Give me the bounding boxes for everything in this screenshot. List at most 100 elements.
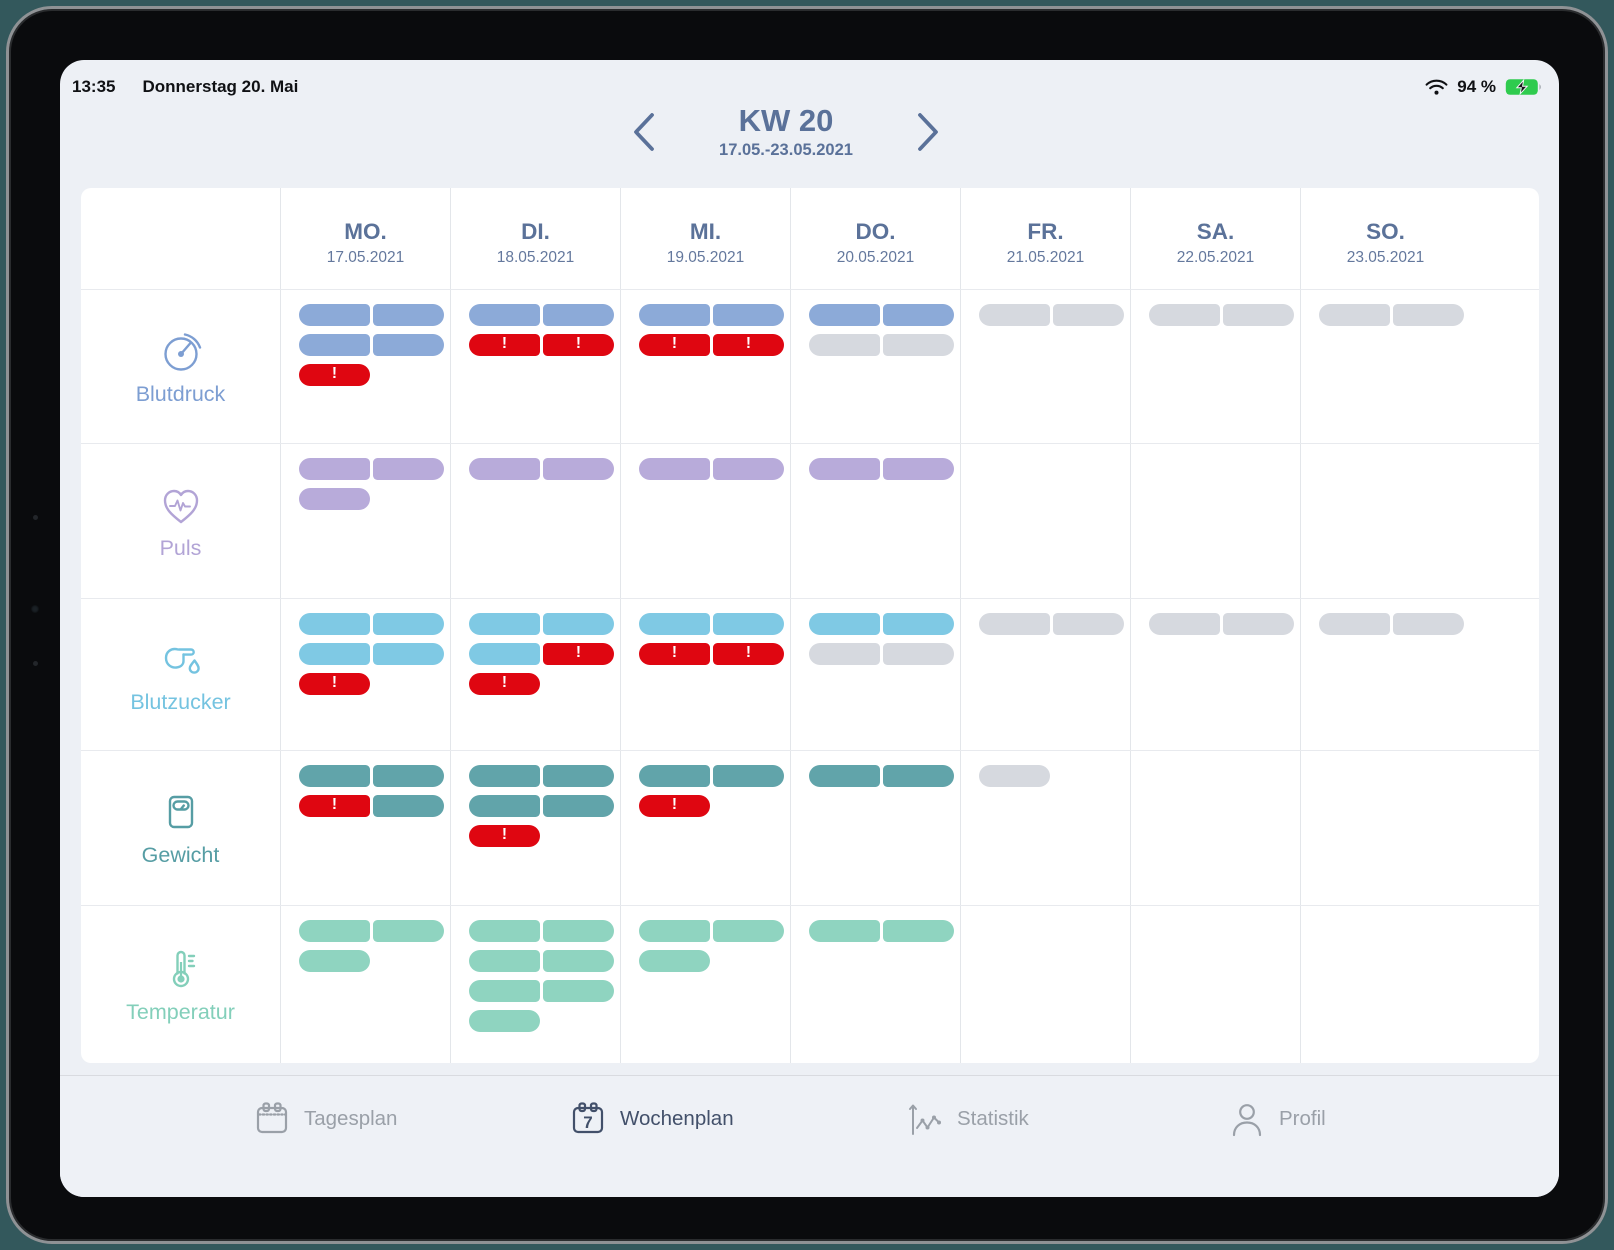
measurement-pill[interactable] <box>469 613 620 635</box>
measurement-pill[interactable] <box>809 334 960 356</box>
pill-segment-ok <box>469 920 540 942</box>
battery-charging-icon <box>1505 78 1543 96</box>
row-label: Puls <box>159 536 202 560</box>
sensor-dot <box>33 661 38 666</box>
measurement-pill[interactable]: ! <box>299 673 450 695</box>
tab-wochenplan[interactable]: 7 Wochenplan <box>569 1100 734 1138</box>
day-header-mi: MI. 19.05.2021 <box>620 188 790 289</box>
measurement-pill[interactable] <box>469 458 620 480</box>
svg-text:7: 7 <box>583 1113 592 1132</box>
measurement-pill[interactable] <box>639 304 790 326</box>
pill-segment-ok <box>299 765 370 787</box>
pill-segment-ok <box>543 765 614 787</box>
measurement-pill[interactable]: ! <box>299 364 450 386</box>
measurement-pill[interactable] <box>1319 304 1470 326</box>
cell-blutzucker-fr <box>960 599 1130 750</box>
measurement-pill[interactable] <box>299 458 450 480</box>
measurement-pill[interactable] <box>299 334 450 356</box>
measurement-pill[interactable] <box>979 613 1130 635</box>
previous-week-button[interactable] <box>628 108 658 156</box>
measurement-pill[interactable] <box>299 613 450 635</box>
measurement-pill[interactable] <box>639 950 790 972</box>
measurement-pill[interactable] <box>979 304 1130 326</box>
measurement-pill[interactable]: ! <box>299 795 450 817</box>
pill-segment-ok <box>639 765 710 787</box>
measurement-pill[interactable] <box>299 950 450 972</box>
measurement-pill[interactable] <box>469 980 620 1002</box>
measurement-pill[interactable]: ! <box>469 825 620 847</box>
status-date: Donnerstag 20. Mai <box>142 77 299 96</box>
pill-segment-ok <box>883 458 954 480</box>
measurement-pill[interactable] <box>639 613 790 635</box>
cell-gewicht-fr <box>960 751 1130 905</box>
cell-gewicht-di: ! <box>450 751 620 905</box>
measurement-pill[interactable] <box>469 795 620 817</box>
pill-segment-alert: ! <box>299 795 370 817</box>
measurement-pill[interactable] <box>1149 613 1300 635</box>
tab-label: Tagesplan <box>304 1107 398 1130</box>
measurement-pill[interactable] <box>299 920 450 942</box>
measurement-pill[interactable]: !! <box>469 334 620 356</box>
measurement-pill[interactable] <box>1149 304 1300 326</box>
alert-exclamation-icon: ! <box>745 644 752 662</box>
measurement-pill[interactable] <box>469 304 620 326</box>
measurement-pill[interactable] <box>809 458 960 480</box>
measurement-pill[interactable] <box>809 613 960 635</box>
measurement-pill[interactable] <box>299 643 450 665</box>
alert-exclamation-icon: ! <box>671 335 678 353</box>
pill-segment-ok <box>469 643 540 665</box>
measurement-pill[interactable]: !! <box>639 643 790 665</box>
pill-segment-ok <box>543 980 614 1002</box>
measurement-pill[interactable] <box>979 765 1130 787</box>
tab-tagesplan[interactable]: Tagesplan <box>253 1100 397 1138</box>
pill-segment-planned <box>1319 304 1390 326</box>
measurement-pill[interactable] <box>469 950 620 972</box>
row-gewicht: Gewicht!!! <box>81 750 1539 905</box>
measurement-pill[interactable] <box>639 920 790 942</box>
heart-pulse-icon <box>157 481 205 529</box>
measurement-pill[interactable] <box>809 643 960 665</box>
measurement-pill[interactable] <box>299 488 450 510</box>
measurement-pill[interactable]: ! <box>469 673 620 695</box>
cell-gewicht-mo: ! <box>280 751 450 905</box>
pill-segment-alert: ! <box>713 334 784 356</box>
next-week-button[interactable] <box>914 108 944 156</box>
pill-segment-ok <box>299 613 370 635</box>
measurement-pill[interactable] <box>639 458 790 480</box>
cell-temperatur-mo <box>280 906 450 1063</box>
pill-segment-ok <box>713 458 784 480</box>
measurement-pill[interactable]: ! <box>469 643 620 665</box>
cell-temperatur-so <box>1300 906 1470 1063</box>
pill-segment-ok <box>469 950 540 972</box>
measurement-pill[interactable] <box>299 765 450 787</box>
cell-puls-mi <box>620 444 790 598</box>
tab-statistik[interactable]: Statistik <box>906 1100 1029 1138</box>
cell-blutdruck-so <box>1300 290 1470 443</box>
cell-temperatur-di <box>450 906 620 1063</box>
measurement-pill[interactable] <box>809 304 960 326</box>
measurement-pill[interactable] <box>639 765 790 787</box>
battery-percent: 94 % <box>1457 77 1496 96</box>
tab-profil[interactable]: Profil <box>1228 1100 1326 1138</box>
measurement-pill[interactable] <box>1319 613 1470 635</box>
tab-label: Statistik <box>957 1107 1029 1130</box>
day-date: 22.05.2021 <box>1176 248 1255 266</box>
measurement-pill[interactable]: !! <box>639 334 790 356</box>
pill-segment-ok <box>713 304 784 326</box>
measurement-pill[interactable] <box>469 1010 620 1032</box>
pill-segment-ok <box>373 458 444 480</box>
measurement-pill[interactable] <box>809 920 960 942</box>
measurement-pill[interactable] <box>469 920 620 942</box>
pill-segment-planned <box>1319 613 1390 635</box>
cell-temperatur-fr <box>960 906 1130 1063</box>
day-date: 20.05.2021 <box>836 248 915 266</box>
measurement-pill[interactable] <box>469 765 620 787</box>
pill-segment-ok <box>299 920 370 942</box>
measurement-pill[interactable] <box>299 304 450 326</box>
measurement-pill[interactable] <box>809 765 960 787</box>
measurement-pill[interactable]: ! <box>639 795 790 817</box>
tab-label: Profil <box>1279 1107 1326 1130</box>
day-header-mo: MO. 17.05.2021 <box>280 188 450 289</box>
pill-segment-planned <box>1149 304 1220 326</box>
